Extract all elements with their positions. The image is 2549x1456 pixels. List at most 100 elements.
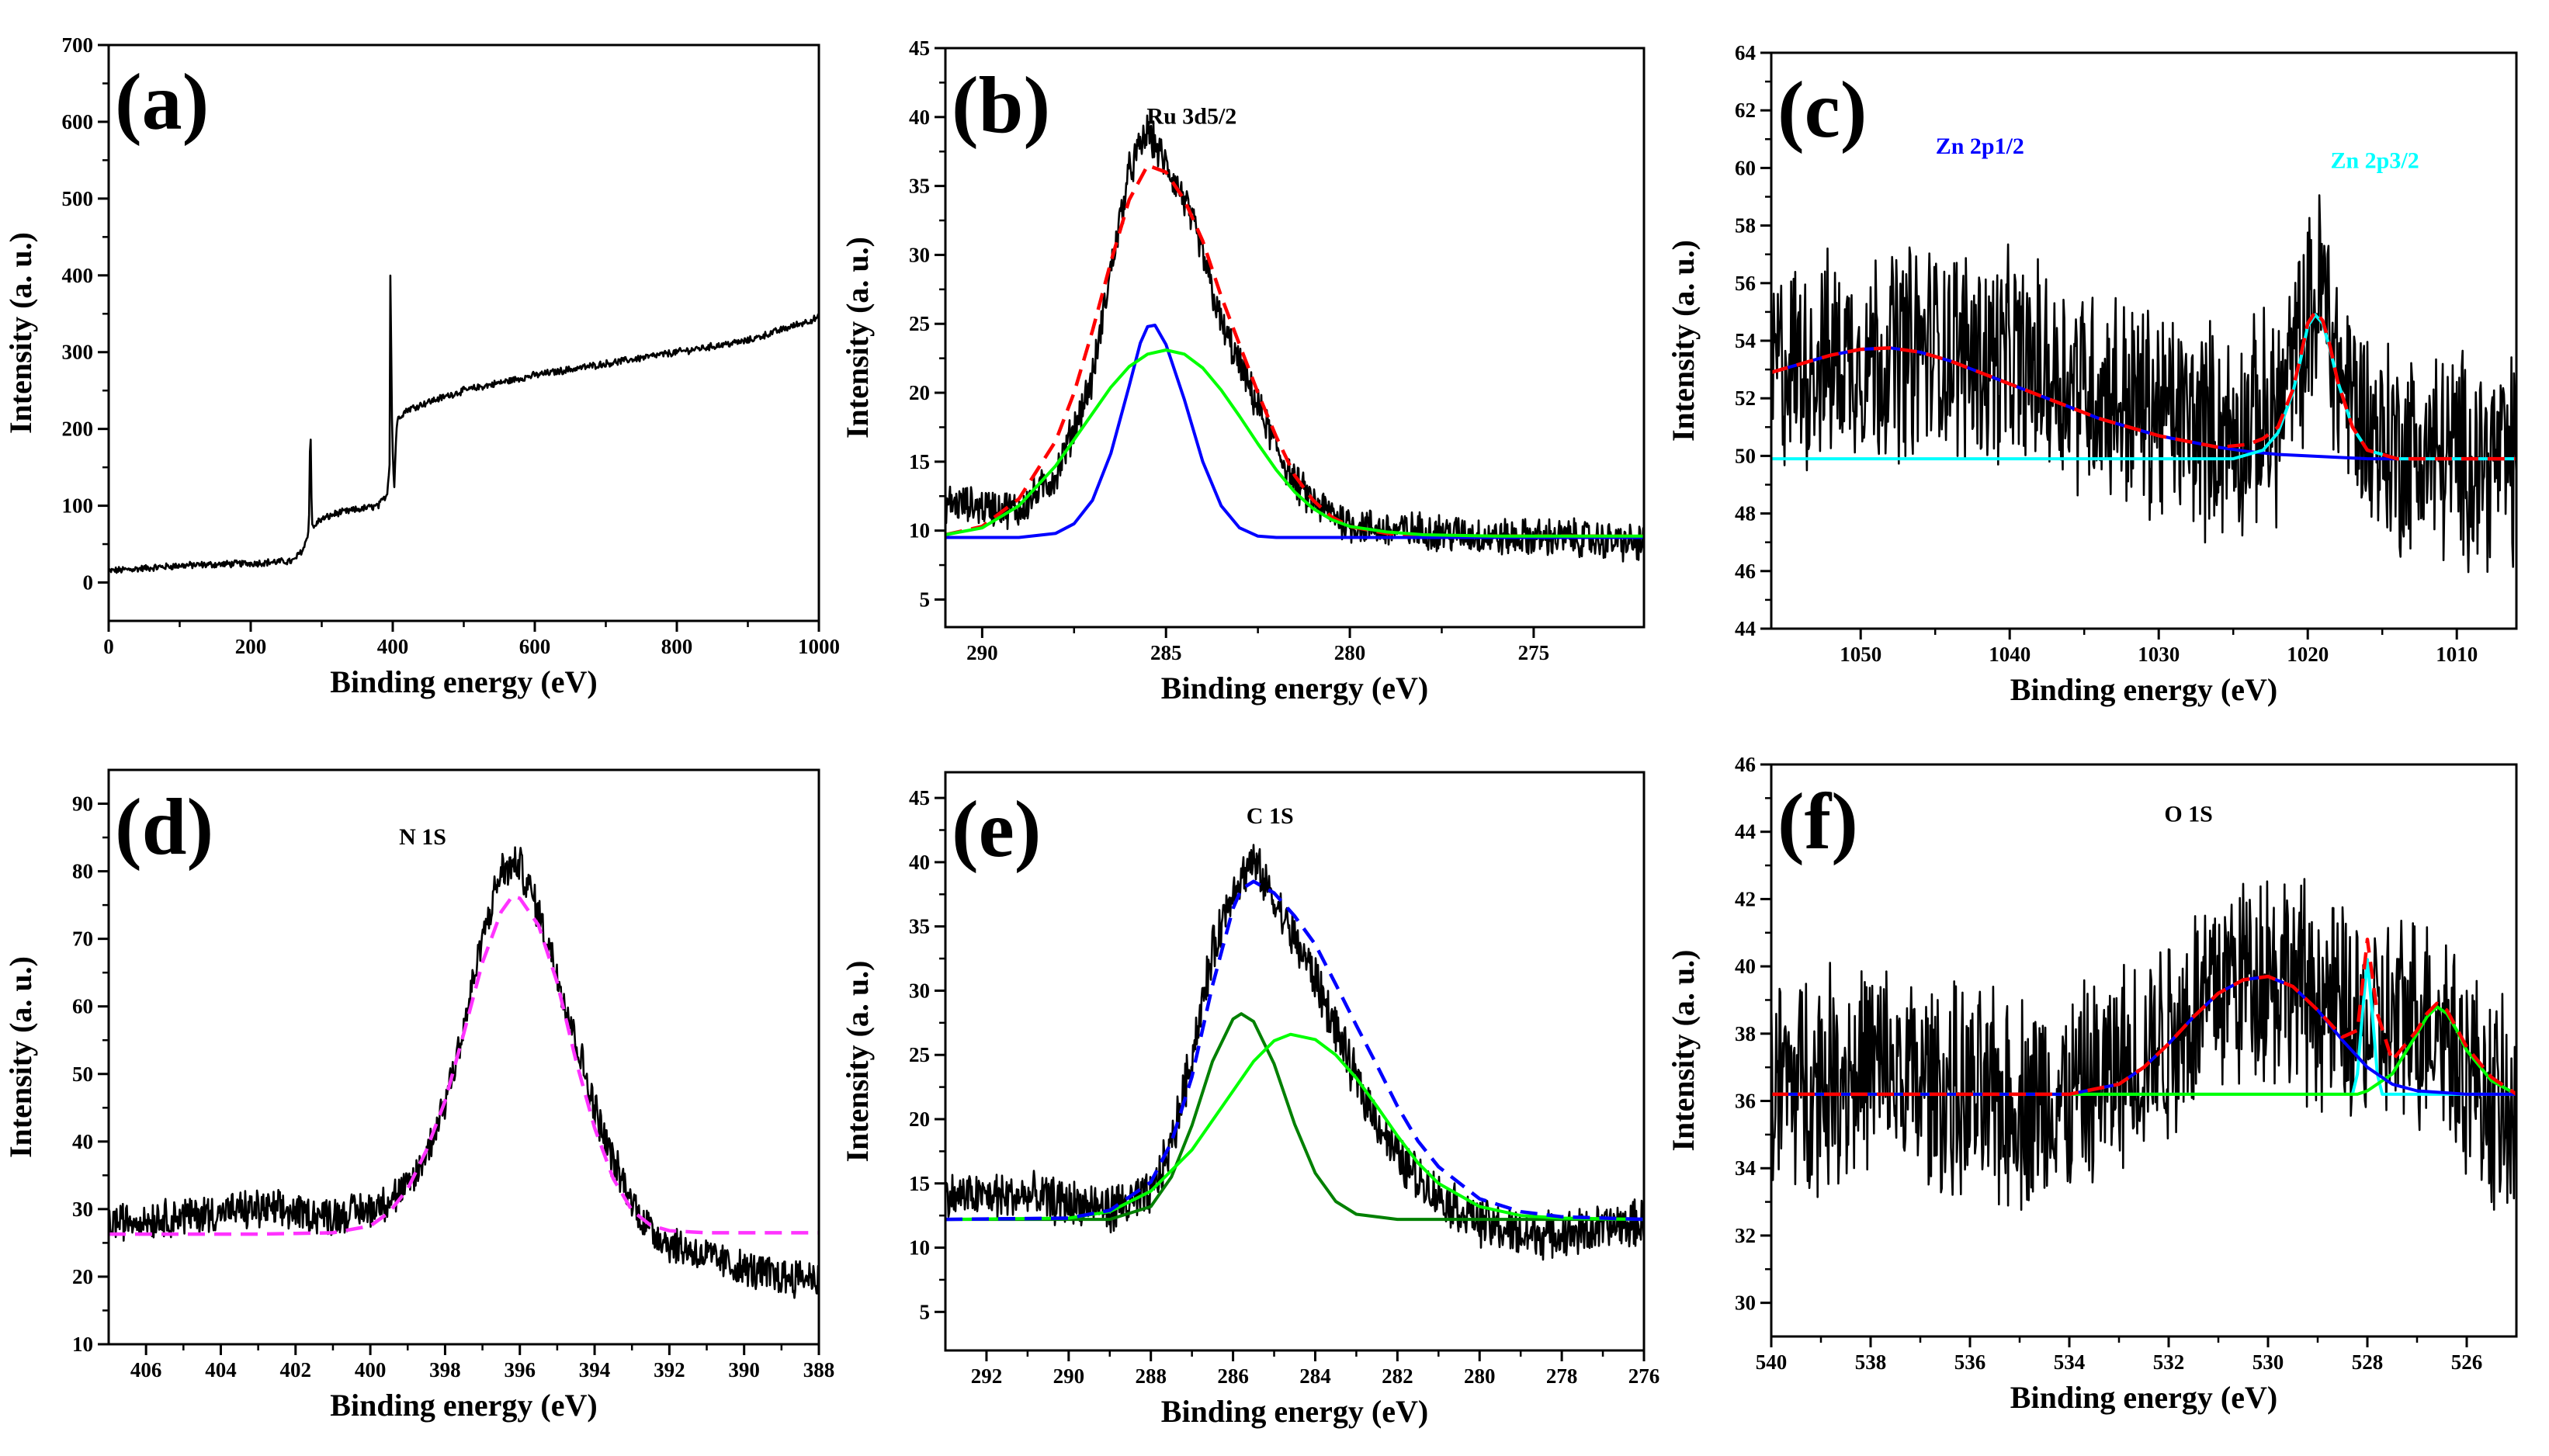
ytick-label-e-6: 35 bbox=[909, 915, 930, 938]
ytick-label-c-4: 52 bbox=[1735, 387, 1756, 410]
ytick-label-b-2: 15 bbox=[909, 450, 930, 473]
xtick-label-d-6: 394 bbox=[579, 1358, 611, 1381]
xtick-label-c-1: 1040 bbox=[1989, 643, 2031, 666]
panel-c: 1050 1040 1030 1020 1010 44 46 48 50 52 54 56 58 60 62… bbox=[1666, 41, 2518, 707]
plot-frame-b bbox=[944, 47, 1646, 629]
ytick-label-a-3: 300 bbox=[62, 341, 94, 364]
ytick-label-e-3: 20 bbox=[909, 1108, 930, 1131]
ytick-label-d-5: 60 bbox=[72, 995, 93, 1018]
xtick-label-a-2: 400 bbox=[377, 635, 409, 658]
xtick-label-f-5: 530 bbox=[2252, 1350, 2284, 1374]
ytick-label-e-1: 10 bbox=[909, 1236, 930, 1260]
xtick-label-b-1: 285 bbox=[1150, 641, 1182, 664]
ytick-label-d-3: 40 bbox=[72, 1130, 93, 1153]
xtick-label-d-1: 404 bbox=[205, 1358, 237, 1381]
ytick-label-f-1: 32 bbox=[1735, 1224, 1756, 1247]
xtick-label-f-1: 538 bbox=[1855, 1350, 1887, 1374]
xtick-label-f-6: 528 bbox=[2352, 1350, 2384, 1374]
ytick-label-c-1: 46 bbox=[1735, 560, 1756, 583]
ytick-label-b-8: 45 bbox=[909, 36, 930, 60]
xtick-label-b-3: 275 bbox=[1518, 641, 1550, 664]
ytick-label-c-0: 44 bbox=[1735, 617, 1756, 640]
x-axis-label-a: Binding energy (eV) bbox=[330, 664, 597, 699]
ytick-label-a-5: 500 bbox=[62, 187, 94, 210]
ytick-label-a-1: 100 bbox=[62, 494, 94, 518]
ytick-label-f-4: 38 bbox=[1735, 1022, 1756, 1045]
panel-label-a: (a) bbox=[115, 57, 209, 147]
ytick-label-f-7: 44 bbox=[1735, 820, 1756, 844]
xtick-label-d-2: 402 bbox=[280, 1358, 312, 1381]
ytick-label-f-6: 42 bbox=[1735, 887, 1756, 910]
ytick-label-b-5: 30 bbox=[909, 243, 930, 266]
series-c-data-0 bbox=[1770, 194, 2518, 574]
xtick-label-e-8: 276 bbox=[1628, 1364, 1660, 1388]
ytick-label-a-2: 200 bbox=[62, 418, 94, 441]
x-axis-label-d: Binding energy (eV) bbox=[330, 1388, 597, 1423]
xtick-label-f-7: 526 bbox=[2451, 1350, 2483, 1374]
ytick-label-f-2: 34 bbox=[1735, 1156, 1756, 1180]
xtick-label-e-1: 290 bbox=[1053, 1364, 1085, 1388]
panel-label-b: (b) bbox=[952, 61, 1050, 150]
panel-a: 0 200 400 600 800 1000 0 100 200 300 400 500 600 700 B… bbox=[3, 33, 840, 699]
ytick-label-c-7: 58 bbox=[1735, 214, 1756, 237]
xtick-label-d-7: 392 bbox=[654, 1358, 685, 1381]
xtick-label-a-0: 0 bbox=[103, 635, 114, 658]
series-a-data-0 bbox=[107, 274, 820, 574]
plot-frame-e bbox=[944, 771, 1646, 1352]
panel-f: 540 538 536 534 532 530 528 526 30 32 34 36 38 40 42 44… bbox=[1666, 753, 2518, 1415]
ytick-label-e-2: 15 bbox=[909, 1172, 930, 1195]
ytick-label-c-6: 56 bbox=[1735, 272, 1756, 295]
xtick-label-f-3: 534 bbox=[2054, 1350, 2086, 1374]
panel-label-d: (d) bbox=[115, 782, 213, 872]
ytick-label-f-5: 40 bbox=[1735, 955, 1756, 978]
ytick-label-d-0: 10 bbox=[72, 1333, 93, 1356]
panel-label-f: (f) bbox=[1777, 777, 1858, 866]
series-e-data-0 bbox=[944, 844, 1646, 1261]
y-axis-label-d: Intensity (a. u.) bbox=[3, 956, 38, 1158]
y-axis-label-e: Intensity (a. u.) bbox=[840, 960, 875, 1162]
series-f-data-0 bbox=[1770, 878, 2518, 1211]
ytick-label-d-6: 70 bbox=[72, 927, 93, 951]
xtick-label-a-1: 200 bbox=[235, 635, 267, 658]
xtick-label-c-2: 1030 bbox=[2138, 643, 2180, 666]
y-axis-label-b: Intensity (a. u.) bbox=[840, 237, 875, 439]
series-c-fit-total-3 bbox=[1770, 310, 2516, 461]
xtick-label-c-4: 1010 bbox=[2436, 643, 2478, 666]
ytick-label-a-4: 400 bbox=[62, 264, 94, 287]
xtick-label-f-2: 536 bbox=[1954, 1350, 1986, 1374]
plot-frame-a bbox=[107, 43, 820, 622]
x-axis-label-c: Binding energy (eV) bbox=[2010, 672, 2277, 707]
series-b-component-3 bbox=[945, 348, 1644, 538]
ytick-label-b-0: 5 bbox=[920, 588, 931, 611]
ytick-label-a-6: 600 bbox=[62, 110, 94, 133]
series-e-component-1 bbox=[945, 1012, 1644, 1222]
plot-frame-d bbox=[107, 768, 820, 1346]
series-d-fit-total-1 bbox=[109, 894, 819, 1236]
ytick-label-b-3: 20 bbox=[909, 381, 930, 404]
series-e-fit-total-3 bbox=[945, 879, 1645, 1222]
ytick-label-b-4: 25 bbox=[909, 312, 930, 335]
ytick-label-c-10: 64 bbox=[1735, 41, 1756, 64]
panel-label-c: (c) bbox=[1777, 65, 1867, 154]
annotation-c-1: Zn 2p3/2 bbox=[2330, 147, 2419, 173]
xtick-label-a-4: 800 bbox=[661, 635, 693, 658]
panel-e: 292 290 288 286 284 282 280 278 276 5 10 15 20 25 30 35… bbox=[840, 771, 1660, 1429]
xtick-label-e-6: 280 bbox=[1464, 1364, 1496, 1388]
xtick-label-e-7: 278 bbox=[1546, 1364, 1578, 1388]
x-axis-label-b: Binding energy (eV) bbox=[1161, 671, 1428, 705]
xtick-label-c-3: 1020 bbox=[2287, 643, 2329, 666]
xtick-label-d-3: 400 bbox=[355, 1358, 387, 1381]
ytick-label-d-4: 50 bbox=[72, 1063, 93, 1086]
ytick-label-d-8: 90 bbox=[72, 792, 93, 816]
annotation-b-0: Ru 3d5/2 bbox=[1146, 104, 1236, 130]
xtick-label-e-2: 288 bbox=[1135, 1364, 1167, 1388]
xtick-label-a-5: 1000 bbox=[798, 635, 840, 658]
series-c-component-2 bbox=[1771, 313, 2516, 461]
panel-label-e: (e) bbox=[952, 785, 1041, 874]
ytick-label-e-5: 30 bbox=[909, 979, 930, 1002]
xtick-label-d-8: 390 bbox=[728, 1358, 760, 1381]
panel-d: 406 404 402 400 398 396 394 392 390 388 10 20 30 40 50… bbox=[3, 768, 834, 1423]
series-f-fit-total-4 bbox=[1771, 938, 2518, 1097]
x-axis-label-e: Binding energy (eV) bbox=[1161, 1394, 1428, 1429]
